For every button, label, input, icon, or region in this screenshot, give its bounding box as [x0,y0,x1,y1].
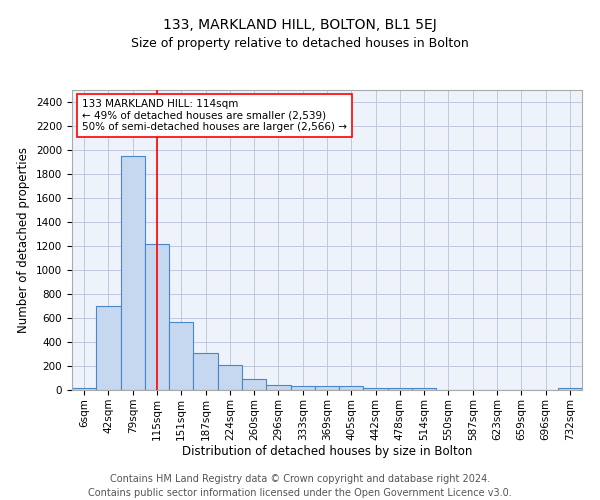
Bar [96,306,121,390]
Bar [290,386,315,390]
Y-axis label: Number of detached properties: Number of detached properties [17,147,31,333]
Bar [315,386,339,390]
Bar [169,322,193,390]
Bar [218,366,242,390]
Bar [364,388,388,390]
Text: Size of property relative to detached houses in Bolton: Size of property relative to detached ho… [131,38,469,51]
Bar [266,385,290,390]
Bar [339,386,364,390]
Bar [193,353,218,390]
Bar [121,156,145,390]
Text: 133, MARKLAND HILL, BOLTON, BL1 5EJ: 133, MARKLAND HILL, BOLTON, BL1 5EJ [163,18,437,32]
X-axis label: Distribution of detached houses by size in Bolton: Distribution of detached houses by size … [182,446,472,458]
Bar [388,388,412,390]
Text: 133 MARKLAND HILL: 114sqm
← 49% of detached houses are smaller (2,539)
50% of se: 133 MARKLAND HILL: 114sqm ← 49% of detac… [82,99,347,132]
Bar [558,388,582,390]
Bar [72,388,96,390]
Text: Contains HM Land Registry data © Crown copyright and database right 2024.
Contai: Contains HM Land Registry data © Crown c… [88,474,512,498]
Bar [145,244,169,390]
Bar [412,388,436,390]
Bar [242,379,266,390]
